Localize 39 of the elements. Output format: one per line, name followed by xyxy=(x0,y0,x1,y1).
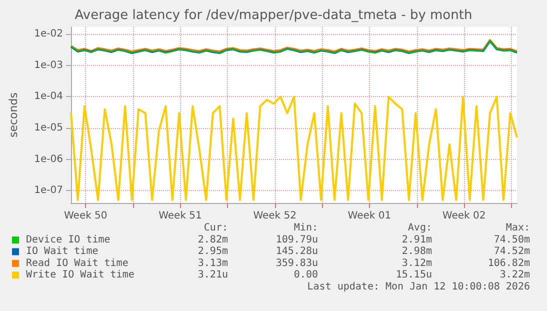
legend-label: IO Wait time xyxy=(26,246,98,258)
text: Avg: xyxy=(408,222,432,234)
text: Max: xyxy=(506,222,530,234)
text: 74.52m xyxy=(494,246,530,258)
text: 2.82m xyxy=(198,234,228,246)
text: 0.00 xyxy=(294,270,318,281)
text: 145.28u xyxy=(276,246,318,258)
text: Last update: Mon Jan 12 10:00:08 2026 xyxy=(307,282,530,292)
y-tick-label: 1e-07 xyxy=(34,185,63,196)
y-tick-label: 1e-04 xyxy=(34,91,63,102)
x-tick-label: Week 50 xyxy=(64,210,108,222)
y-axis-title: seconds xyxy=(7,92,20,138)
y-tick-label: 1e-06 xyxy=(34,154,63,165)
legend-label: Device IO time xyxy=(26,234,110,246)
text: Cur: xyxy=(204,222,228,234)
text: 2.91m xyxy=(402,234,432,246)
x-tick-label: Week 51 xyxy=(158,210,202,222)
legend-label: Write IO Wait time xyxy=(26,270,134,281)
x-tick-label: Week 01 xyxy=(348,210,392,222)
text: 109.79u xyxy=(276,234,318,246)
x-tick-label: Week 02 xyxy=(442,210,486,222)
x-tick-label: Week 52 xyxy=(253,210,297,222)
text: 2.98m xyxy=(402,246,432,258)
legend-label: Read IO Wait time xyxy=(26,258,128,269)
text: 3.21u xyxy=(198,270,228,281)
text: 106.82m xyxy=(488,258,530,269)
text: 3.13m xyxy=(198,258,228,269)
text: Min: xyxy=(294,222,318,234)
text: 74.50m xyxy=(494,234,530,246)
y-tick-label: 1e-02 xyxy=(34,28,63,40)
text: 3.22m xyxy=(500,270,530,281)
y-tick-label: 1e-03 xyxy=(34,60,63,71)
text: 3.12m xyxy=(402,258,432,269)
line-series xyxy=(70,96,518,201)
text: 2.95m xyxy=(198,246,228,258)
chart-title: Average latency for /dev/mapper/pve-data_tmeta - by month xyxy=(74,8,472,23)
text: 15.15u xyxy=(396,270,432,281)
y-tick-label: 1e-05 xyxy=(34,122,63,134)
text: 359.83u xyxy=(276,258,318,269)
